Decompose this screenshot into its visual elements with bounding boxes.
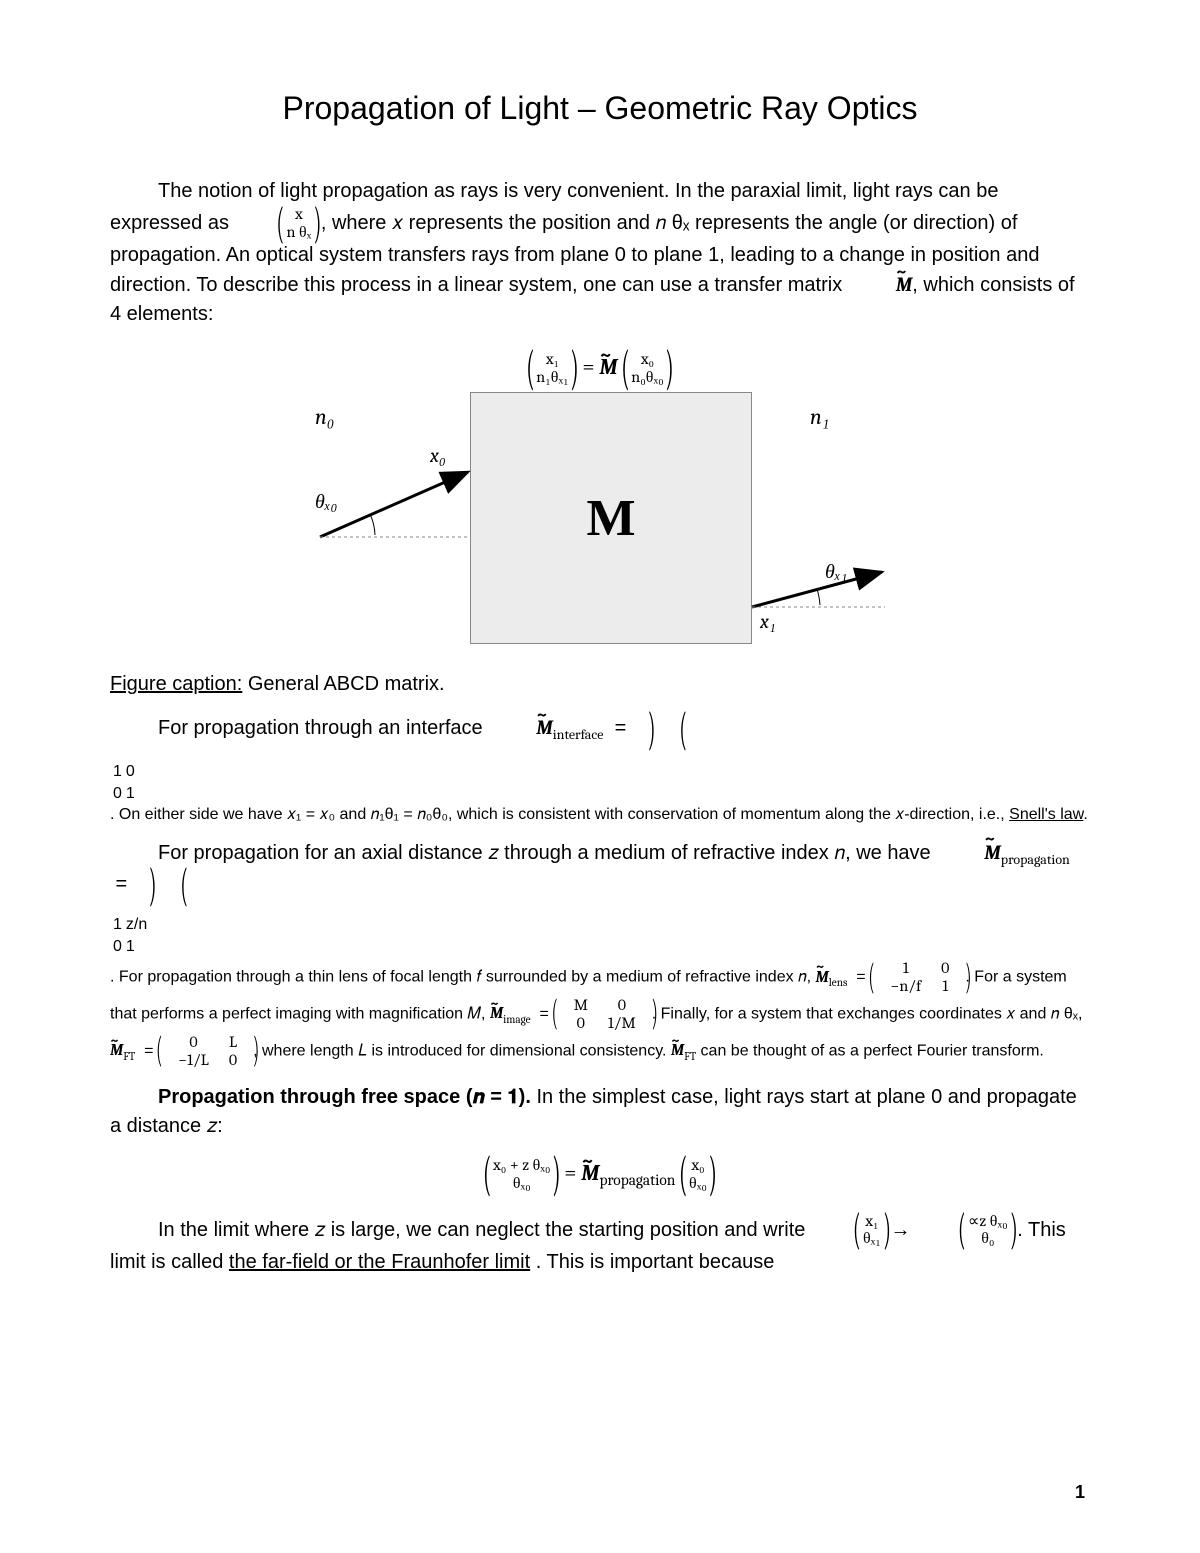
- m-interface-c: 0: [112, 784, 123, 804]
- farfield-vec1-top: x₁: [815, 1213, 881, 1231]
- x0-label: x₀: [430, 444, 446, 468]
- m-ft-b: L: [219, 1033, 247, 1051]
- prop-text-4: . Finally, for a system that exchanges c…: [652, 1005, 1083, 1022]
- figure-caption-label: Figure caption:: [110, 673, 242, 695]
- figure-caption-text: General ABCD matrix.: [242, 673, 444, 695]
- m-ft-c: −1/L: [168, 1051, 219, 1069]
- freespace-lhs: x₀ + z θₓ₀ θₓ₀: [489, 1157, 554, 1192]
- farfield-vec-2: ∝z θₓ₀ θ₀: [916, 1213, 1012, 1248]
- prop-text-1: For propagation for an axial distance 𝑧 …: [158, 842, 936, 864]
- interface-text-1: For propagation through an interface: [158, 717, 488, 739]
- ray-vector-top: x: [239, 206, 312, 224]
- interface-paragraph: For propagation through an interface Min…: [110, 713, 1090, 745]
- m-prop-sub-eqn: propagation: [599, 1171, 675, 1189]
- freespace-rhs-bot: θₓ₀: [689, 1175, 707, 1193]
- m-prop-sub: propagation: [1001, 851, 1070, 868]
- m-prop-symbol-eqn: M: [581, 1160, 599, 1186]
- m-image-b: 0: [598, 996, 646, 1014]
- m-ft-symbol: M: [110, 1041, 123, 1059]
- x1-label: x₁: [760, 610, 776, 634]
- m-ft-sub-2: FT: [684, 1049, 696, 1062]
- farfield-text-1: In the limit where 𝑧 is large, we can ne…: [158, 1218, 811, 1240]
- theta-x0-label: θₓ₀: [315, 490, 337, 514]
- freespace-paragraph: Propagation through free space (𝒏 = 𝟏). …: [110, 1083, 1090, 1141]
- m-image-matrix: M 0 0 1/M: [558, 996, 652, 1033]
- farfield-paragraph: In the limit where 𝑧 is large, we can ne…: [110, 1213, 1090, 1277]
- m-lens-d: 1: [931, 977, 959, 995]
- m-lens-symbol: M: [816, 968, 829, 986]
- transfer-matrix-equation: x₁ n₁θₓ₁ = M x₀ n₀θₓ₀: [280, 351, 920, 386]
- abcd-diagram: x₁ n₁θₓ₁ = M x₀ n₀θₓ₀ M: [280, 351, 920, 652]
- out-vec-bot: n₁θₓ₁: [536, 369, 568, 387]
- freespace-lhs-bot: θₓ₀: [493, 1175, 550, 1193]
- interface-text-3: .: [1083, 806, 1087, 823]
- m-lens-a: 1: [880, 959, 931, 977]
- freespace-lhs-top: x₀ + z θₓ₀: [493, 1157, 550, 1175]
- m-ft-matrix: 0 L −1/L 0: [162, 1033, 253, 1070]
- m-prop-c: 0: [112, 937, 123, 957]
- m-lens-sub: lens: [829, 976, 848, 989]
- document-page: Propagation of Light – Geometric Ray Opt…: [0, 0, 1200, 1553]
- interface-text-2: . On either side we have 𝑥₁ = 𝑥₀ and 𝑛₁θ…: [110, 806, 1009, 823]
- m-lens-matrix: 1 0 −n/f 1: [874, 959, 965, 996]
- ray-vector: x n θₓ: [235, 206, 316, 241]
- m-tilde-eqn: M: [599, 354, 617, 380]
- m-interface-a: 1: [112, 762, 123, 782]
- freespace-equation: x₀ + z θₓ₀ θₓ₀ = Mpropagation x₀ θₓ₀: [110, 1157, 1090, 1192]
- farfield-vec2-top: ∝z θₓ₀: [920, 1213, 1008, 1231]
- out-vector: x₁ n₁θₓ₁: [532, 351, 572, 386]
- in-vec-top: x₀: [631, 351, 663, 369]
- farfield-vec1-bot: θₓ₁: [815, 1230, 881, 1248]
- farfield-vec-1: x₁ θₓ₁: [811, 1213, 885, 1248]
- freespace-heading: Propagation through free space (𝒏 = 𝟏).: [158, 1086, 531, 1108]
- m-ft-a: 0: [168, 1033, 219, 1051]
- freespace-rhs: x₀ θₓ₀: [685, 1157, 711, 1192]
- farfield-text-3: . This is important because: [536, 1251, 775, 1273]
- page-number: 1: [1075, 1482, 1085, 1503]
- farfield-limit-label: the far-field or the Fraunhofer limit: [229, 1251, 530, 1273]
- m-ft-sub: FT: [123, 1049, 135, 1062]
- m-prop-d: 1: [125, 937, 148, 957]
- m-image-d: 1/M: [598, 1014, 646, 1032]
- m-image-sub: image: [503, 1013, 530, 1026]
- in-vector: x₀ n₀θₓ₀: [627, 351, 667, 386]
- m-interface-b: 0: [125, 762, 136, 782]
- m-lens-c: −n/f: [880, 977, 931, 995]
- m-interface-sub: interface: [553, 726, 604, 743]
- m-image-symbol: M: [490, 1004, 503, 1022]
- m-image-a: M: [564, 996, 598, 1014]
- intro-paragraph: The notion of light propagation as rays …: [110, 177, 1090, 329]
- prop-text-6: can be thought of as a perfect Fourier t…: [701, 1042, 1044, 1059]
- out-vec-top: x₁: [536, 351, 568, 369]
- m-lens-b: 0: [931, 959, 959, 977]
- freespace-rhs-top: x₀: [689, 1157, 707, 1175]
- matrices-paragraph: For propagation for an axial distance 𝑧 …: [110, 838, 1090, 899]
- snells-law: Snell's law: [1009, 806, 1083, 823]
- farfield-vec2-bot: θ₀: [920, 1230, 1008, 1248]
- in-vec-bot: n₀θₓ₀: [631, 369, 663, 387]
- m-interface-symbol: M: [488, 713, 553, 742]
- page-title: Propagation of Light – Geometric Ray Opt…: [110, 90, 1090, 127]
- n0-label: n₀: [315, 404, 334, 430]
- prop-text-2: . For propagation through a thin lens of…: [110, 969, 816, 986]
- n1-label: n₁: [810, 404, 829, 430]
- diagram-arrows: [280, 392, 920, 652]
- m-tilde-symbol: M: [848, 270, 913, 299]
- m-image-c: 0: [564, 1014, 598, 1032]
- diagram-canvas: M n₀ n: [280, 392, 920, 652]
- ray-vector-bottom: n θₓ: [239, 224, 312, 242]
- theta-x1-label: θₓ₁: [825, 560, 847, 584]
- prop-text-5: , where length 𝐿 is introduced for dimen…: [253, 1042, 671, 1059]
- m-interface-d: 1: [125, 784, 136, 804]
- m-ft-symbol-2: M: [671, 1041, 684, 1059]
- m-ft-d: 0: [219, 1051, 247, 1069]
- m-prop-symbol: M: [936, 838, 1001, 867]
